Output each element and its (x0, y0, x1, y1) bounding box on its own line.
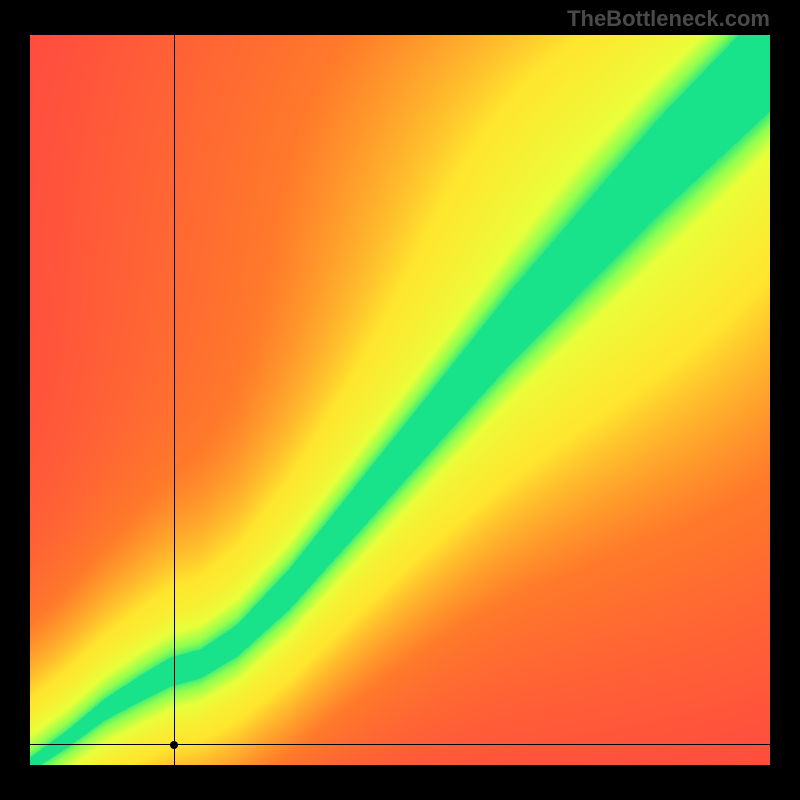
chart-container: TheBottleneck.com (0, 0, 800, 800)
watermark-label: TheBottleneck.com (567, 6, 770, 32)
heatmap-canvas (30, 35, 770, 765)
marker-point (170, 741, 178, 749)
crosshair-vertical (174, 35, 175, 765)
crosshair-horizontal (30, 744, 770, 745)
